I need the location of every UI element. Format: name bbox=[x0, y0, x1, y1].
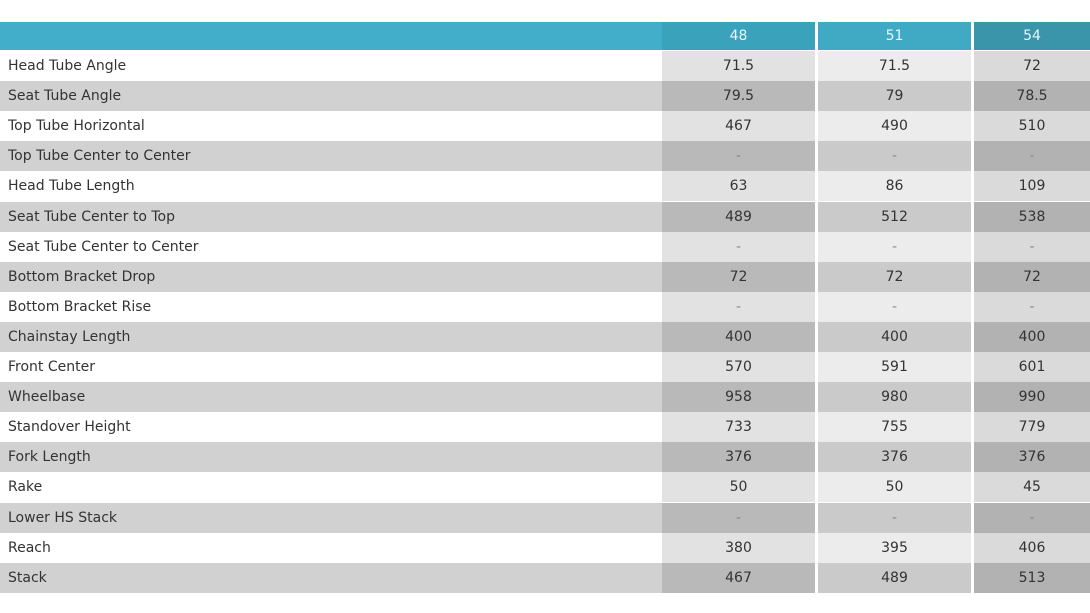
value-cell: 467 bbox=[662, 111, 815, 142]
value-cell: 980 bbox=[818, 382, 971, 413]
value-cell: 400 bbox=[974, 321, 1090, 352]
row-label: Rake bbox=[0, 472, 662, 503]
row-label: Seat Tube Center to Center bbox=[0, 231, 662, 262]
value-cell: 489 bbox=[818, 562, 971, 593]
row-label: Top Tube Horizontal bbox=[0, 111, 662, 142]
value-cell: 50 bbox=[662, 472, 815, 503]
row-label: Stack bbox=[0, 562, 662, 593]
value-cell: - bbox=[818, 141, 971, 172]
value-cell: 406 bbox=[974, 532, 1090, 563]
value-cell: 601 bbox=[974, 352, 1090, 383]
value-cell: 467 bbox=[662, 562, 815, 593]
value-cell: - bbox=[662, 141, 815, 172]
column-header: 51 bbox=[818, 22, 971, 50]
row-label: Top Tube Center to Center bbox=[0, 141, 662, 172]
value-cell: 72 bbox=[974, 51, 1090, 82]
row-label: Head Tube Length bbox=[0, 171, 662, 202]
row-label: Bottom Bracket Rise bbox=[0, 291, 662, 322]
row-label: Wheelbase bbox=[0, 382, 662, 413]
value-cell: 538 bbox=[974, 201, 1090, 232]
value-cell: 512 bbox=[818, 201, 971, 232]
value-cell: 78.5 bbox=[974, 81, 1090, 112]
value-cell: 45 bbox=[974, 472, 1090, 503]
value-cell: 591 bbox=[818, 352, 971, 383]
row-label: Reach bbox=[0, 532, 662, 563]
value-cell: 71.5 bbox=[818, 51, 971, 82]
value-cell: - bbox=[662, 502, 815, 533]
value-cell: 513 bbox=[974, 562, 1090, 593]
value-cell: - bbox=[818, 291, 971, 322]
row-label: Bottom Bracket Drop bbox=[0, 261, 662, 292]
value-cell: 86 bbox=[818, 171, 971, 202]
value-cell: 570 bbox=[662, 352, 815, 383]
row-label: Standover Height bbox=[0, 412, 662, 443]
value-cell: 72 bbox=[818, 261, 971, 292]
row-label: Front Center bbox=[0, 352, 662, 383]
value-cell: 50 bbox=[818, 472, 971, 503]
value-cell: - bbox=[662, 231, 815, 262]
value-cell: 990 bbox=[974, 382, 1090, 413]
value-cell: 755 bbox=[818, 412, 971, 443]
row-label: Seat Tube Angle bbox=[0, 81, 662, 112]
column-header: 54 bbox=[974, 22, 1090, 50]
value-cell: - bbox=[974, 231, 1090, 262]
row-label: Head Tube Angle bbox=[0, 51, 662, 82]
value-cell: - bbox=[662, 291, 815, 322]
value-cell: 109 bbox=[974, 171, 1090, 202]
row-label: Chainstay Length bbox=[0, 321, 662, 352]
value-cell: - bbox=[818, 231, 971, 262]
value-cell: 400 bbox=[818, 321, 971, 352]
value-cell: 72 bbox=[662, 261, 815, 292]
value-cell: - bbox=[974, 502, 1090, 533]
value-cell: 79.5 bbox=[662, 81, 815, 112]
value-cell: 72 bbox=[974, 261, 1090, 292]
value-cell: 376 bbox=[974, 442, 1090, 473]
value-cell: 71.5 bbox=[662, 51, 815, 82]
value-cell: 510 bbox=[974, 111, 1090, 142]
value-cell: 395 bbox=[818, 532, 971, 563]
column-header: 48 bbox=[662, 22, 815, 50]
header-row-bg bbox=[0, 22, 662, 50]
value-cell: 380 bbox=[662, 532, 815, 563]
value-cell: 400 bbox=[662, 321, 815, 352]
value-cell: 779 bbox=[974, 412, 1090, 443]
value-cell: 733 bbox=[662, 412, 815, 443]
value-cell: 376 bbox=[662, 442, 815, 473]
value-cell: - bbox=[974, 291, 1090, 322]
value-cell: - bbox=[818, 502, 971, 533]
value-cell: 490 bbox=[818, 111, 971, 142]
row-label: Lower HS Stack bbox=[0, 502, 662, 533]
value-cell: 376 bbox=[818, 442, 971, 473]
value-cell: 958 bbox=[662, 382, 815, 413]
row-label: Seat Tube Center to Top bbox=[0, 201, 662, 232]
value-cell: 79 bbox=[818, 81, 971, 112]
value-cell: - bbox=[974, 141, 1090, 172]
value-cell: 63 bbox=[662, 171, 815, 202]
row-label: Fork Length bbox=[0, 442, 662, 473]
value-cell: 489 bbox=[662, 201, 815, 232]
